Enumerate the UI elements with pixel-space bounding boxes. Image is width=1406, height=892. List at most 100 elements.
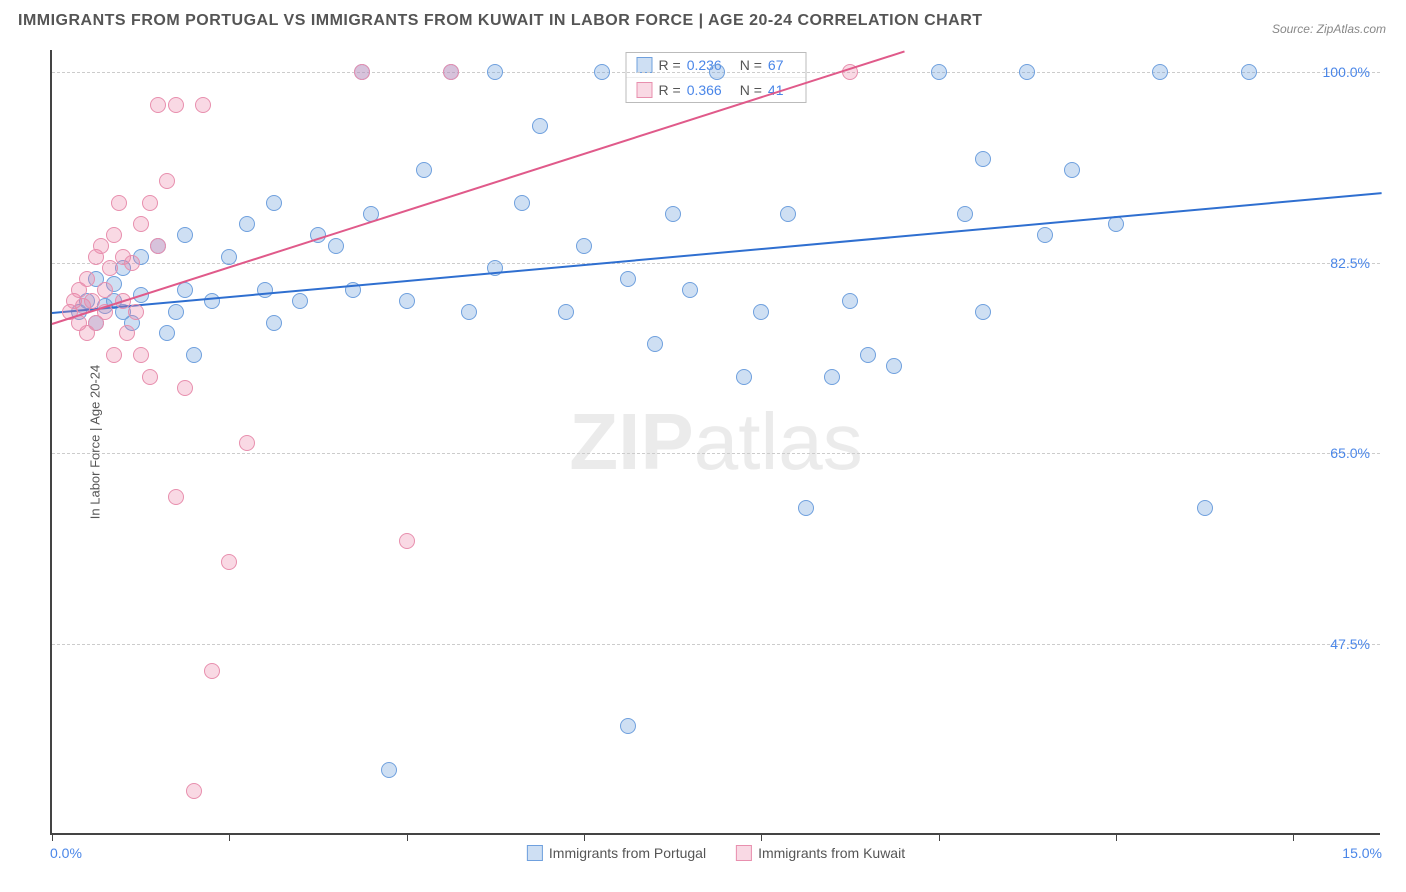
scatter-point — [354, 64, 370, 80]
scatter-point — [736, 369, 752, 385]
r-label: R = — [659, 57, 681, 73]
scatter-point — [975, 304, 991, 320]
scatter-point — [975, 151, 991, 167]
legend-item-kuwait: Immigrants from Kuwait — [736, 845, 905, 861]
scatter-point — [1037, 227, 1053, 243]
gridline — [52, 453, 1380, 454]
legend-item-portugal: Immigrants from Portugal — [527, 845, 706, 861]
x-tick — [407, 833, 408, 841]
x-tick — [761, 833, 762, 841]
x-tick — [584, 833, 585, 841]
scatter-point — [257, 282, 273, 298]
scatter-point — [1019, 64, 1035, 80]
n-label: N = — [740, 82, 762, 98]
x-tick — [1293, 833, 1294, 841]
scatter-point — [443, 64, 459, 80]
scatter-point — [204, 663, 220, 679]
swatch-portugal — [527, 845, 543, 861]
x-tick — [1116, 833, 1117, 841]
scatter-point — [1108, 216, 1124, 232]
scatter-point — [266, 315, 282, 331]
source-credit: Source: ZipAtlas.com — [1272, 22, 1386, 36]
scatter-point — [647, 336, 663, 352]
scatter-point — [159, 325, 175, 341]
y-axis-title: In Labor Force | Age 20-24 — [88, 364, 103, 518]
y-tick-label: 65.0% — [1330, 445, 1370, 461]
scatter-point — [204, 293, 220, 309]
scatter-point — [514, 195, 530, 211]
y-tick-label: 100.0% — [1323, 64, 1370, 80]
scatter-point — [594, 64, 610, 80]
y-tick-label: 82.5% — [1330, 255, 1370, 271]
scatter-point — [177, 227, 193, 243]
scatter-point — [1241, 64, 1257, 80]
scatter-point — [239, 216, 255, 232]
gridline — [52, 644, 1380, 645]
scatter-point — [532, 118, 548, 134]
x-axis-min-label: 0.0% — [50, 845, 82, 861]
legend-label-kuwait: Immigrants from Kuwait — [758, 845, 905, 861]
trend-line — [52, 192, 1382, 314]
scatter-point — [931, 64, 947, 80]
scatter-point — [119, 325, 135, 341]
x-tick — [52, 833, 53, 841]
r-label: R = — [659, 82, 681, 98]
scatter-point — [381, 762, 397, 778]
scatter-point — [620, 718, 636, 734]
scatter-point — [682, 282, 698, 298]
n-value-portugal: 67 — [768, 57, 784, 73]
scatter-point — [620, 271, 636, 287]
scatter-point — [133, 347, 149, 363]
watermark-bold: ZIP — [569, 397, 693, 486]
scatter-point — [124, 255, 140, 271]
scatter-point — [461, 304, 477, 320]
x-tick — [229, 833, 230, 841]
scatter-point — [576, 238, 592, 254]
r-value-kuwait: 0.366 — [687, 82, 722, 98]
scatter-point — [142, 195, 158, 211]
scatter-point — [665, 206, 681, 222]
scatter-point — [487, 64, 503, 80]
watermark: ZIPatlas — [569, 396, 862, 488]
scatter-point — [416, 162, 432, 178]
swatch-kuwait — [637, 82, 653, 98]
scatter-point — [111, 195, 127, 211]
scatter-point — [133, 216, 149, 232]
scatter-point — [886, 358, 902, 374]
scatter-point — [106, 227, 122, 243]
scatter-point — [1064, 162, 1080, 178]
swatch-kuwait — [736, 845, 752, 861]
plot-area: In Labor Force | Age 20-24 ZIPatlas 0.0%… — [50, 50, 1380, 835]
scatter-point — [150, 97, 166, 113]
scatter-point — [860, 347, 876, 363]
n-label: N = — [740, 57, 762, 73]
scatter-point — [142, 369, 158, 385]
scatter-point — [168, 489, 184, 505]
scatter-point — [239, 435, 255, 451]
trend-line — [52, 50, 905, 324]
swatch-portugal — [637, 57, 653, 73]
scatter-point — [102, 260, 118, 276]
scatter-point — [128, 304, 144, 320]
x-tick — [939, 833, 940, 841]
scatter-point — [97, 282, 113, 298]
x-axis-max-label: 15.0% — [1342, 845, 1382, 861]
scatter-point — [168, 97, 184, 113]
scatter-point — [159, 173, 175, 189]
scatter-point — [842, 293, 858, 309]
scatter-point — [221, 249, 237, 265]
scatter-point — [1152, 64, 1168, 80]
scatter-point — [195, 97, 211, 113]
scatter-point — [186, 783, 202, 799]
chart-title: IMMIGRANTS FROM PORTUGAL VS IMMIGRANTS F… — [18, 12, 983, 30]
scatter-point — [266, 195, 282, 211]
scatter-point — [168, 304, 184, 320]
scatter-point — [709, 64, 725, 80]
scatter-point — [558, 304, 574, 320]
scatter-point — [798, 500, 814, 516]
scatter-point — [753, 304, 769, 320]
scatter-point — [328, 238, 344, 254]
scatter-point — [1197, 500, 1213, 516]
watermark-rest: atlas — [694, 397, 863, 486]
scatter-point — [399, 533, 415, 549]
